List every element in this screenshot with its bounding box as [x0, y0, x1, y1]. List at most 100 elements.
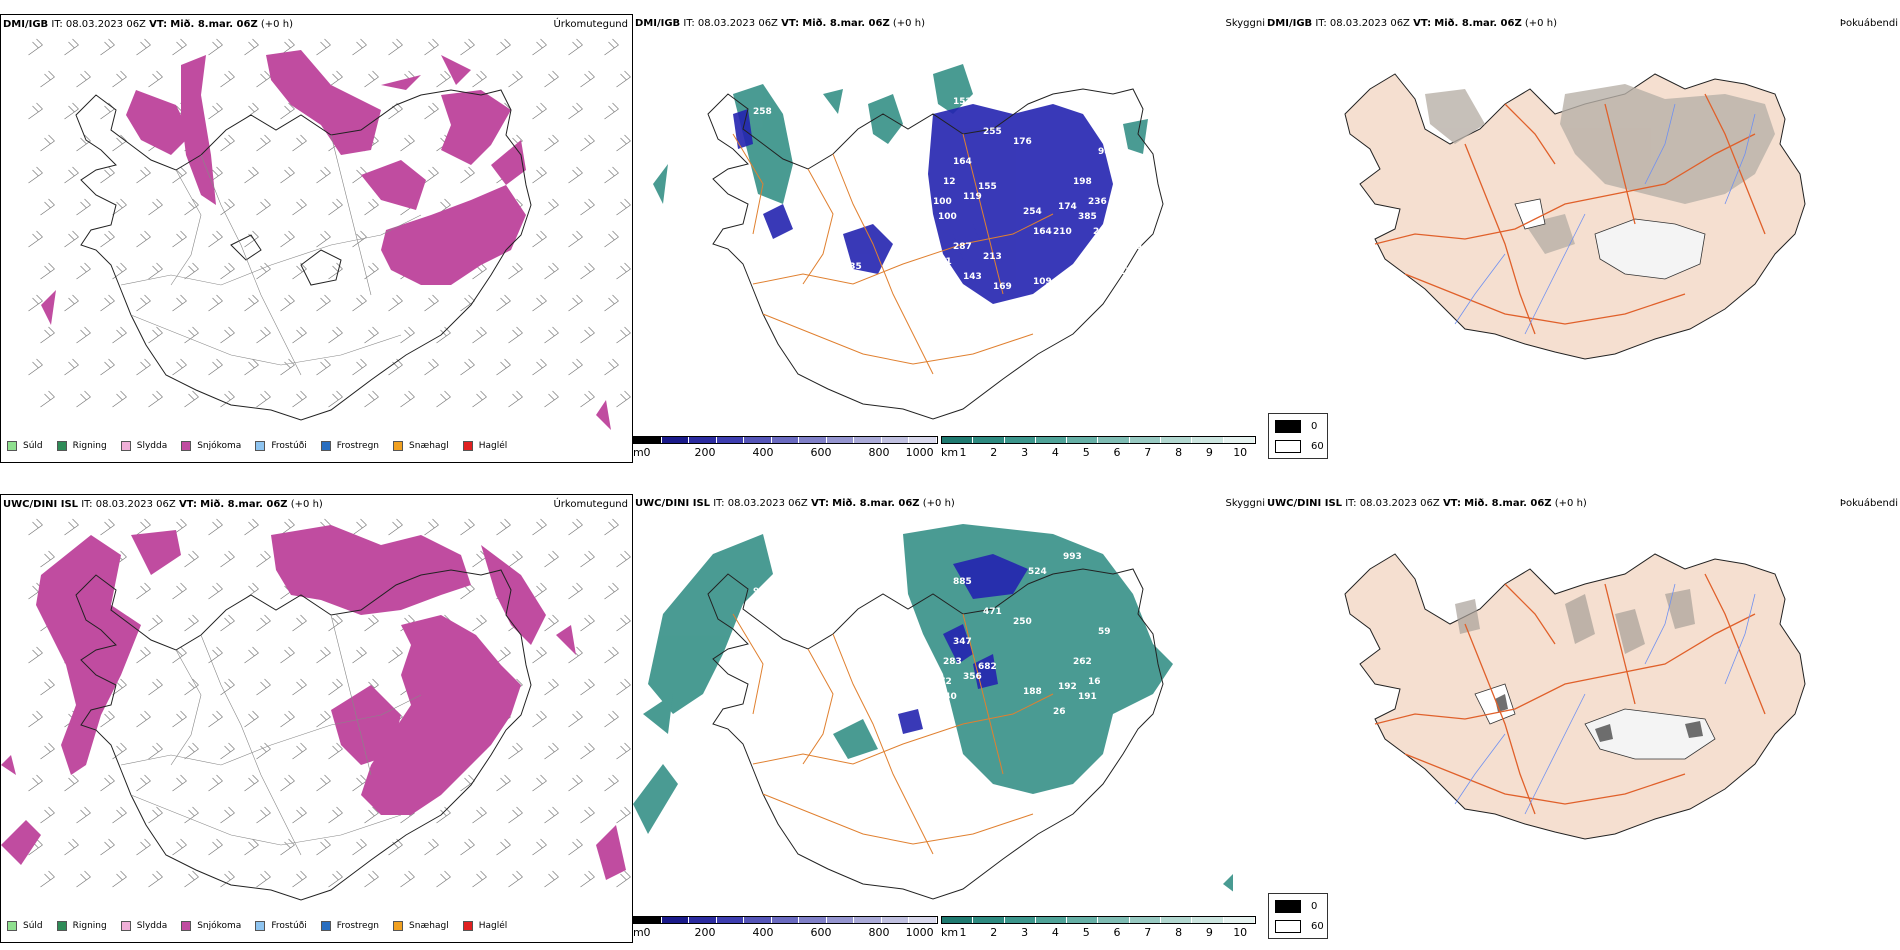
- panel-title: Skyggni: [1225, 498, 1265, 509]
- wind-barb: [508, 870, 523, 888]
- blue-visibility-areas: [898, 554, 1028, 734]
- wind-barb: [244, 838, 259, 856]
- km-tick: 3: [1021, 446, 1029, 459]
- height-colorbar-cells: [633, 436, 938, 444]
- wind-barb: [472, 70, 487, 88]
- colorbar-cell: [661, 917, 690, 923]
- wind-barb: [580, 198, 595, 216]
- wind-barb: [496, 838, 511, 856]
- roads: [120, 614, 422, 856]
- legend-label: Haglél: [478, 921, 508, 931]
- wind-barb: [148, 806, 163, 824]
- wind-barb: [136, 166, 151, 184]
- valid-time: Mið. 8.mar. 06Z: [1434, 18, 1522, 29]
- visibility-value: 250: [1013, 617, 1032, 627]
- wind-barb: [256, 262, 271, 280]
- wind-barb: [208, 294, 223, 312]
- wind-barb: [508, 550, 523, 568]
- wind-barb: [28, 38, 43, 56]
- model-name: DMI/IGB: [1267, 18, 1313, 29]
- legend-swatch: [7, 921, 17, 931]
- colorbar-cell: [1035, 917, 1068, 923]
- visibility-value: 472: [933, 677, 952, 687]
- visibility-value: 12: [768, 242, 781, 252]
- visibility-value: 380: [848, 647, 867, 657]
- km-tick: 5: [1082, 926, 1090, 939]
- wind-barb: [292, 742, 307, 760]
- wind-barb: [316, 166, 331, 184]
- wind-barb: [220, 70, 235, 88]
- km-tick: 2: [990, 446, 998, 459]
- legend-label: Súld: [23, 441, 43, 451]
- blue-visibility-areas: [733, 104, 1113, 304]
- wind-barb: [40, 70, 55, 88]
- wind-barb: [364, 870, 379, 888]
- wind-barb: [616, 134, 631, 152]
- wind-barb: [244, 358, 259, 376]
- init-label: IT:: [1315, 18, 1327, 29]
- visibility-value: 169: [993, 282, 1012, 292]
- wind-barb: [280, 166, 295, 184]
- valid-label: VT:: [149, 19, 168, 30]
- colorbar-cell: [942, 917, 974, 923]
- legend-item-haglel: Haglél: [462, 921, 508, 931]
- wind-barb: [100, 294, 115, 312]
- legend-swatch: [462, 441, 473, 451]
- precip-legend: Súld Rigning Slydda Snjókoma Frostúði Fr…: [7, 921, 521, 931]
- wind-barb: [436, 390, 451, 408]
- wind-barb: [472, 614, 487, 632]
- init-label: IT:: [51, 19, 63, 30]
- wind-barb: [532, 230, 547, 248]
- wind-barb: [280, 294, 295, 312]
- wind-barb: [64, 774, 79, 792]
- wind-barb: [244, 518, 259, 536]
- wind-barb: [292, 806, 307, 824]
- visibility-value: 369: [1123, 272, 1142, 282]
- wind-barb: [472, 806, 487, 824]
- wind-barb: [76, 70, 91, 88]
- wind-barb: [352, 38, 367, 56]
- visibility-value: 347: [953, 637, 972, 647]
- fog-map: [1344, 73, 1806, 360]
- visibility-value: 682: [978, 662, 997, 672]
- wind-barb: [292, 870, 307, 888]
- wind-barb: [472, 390, 487, 408]
- visibility-value: 471: [983, 607, 1002, 617]
- legend-label: Rigning: [72, 921, 107, 931]
- wind-barb: [112, 70, 127, 88]
- colorbar-cell: [1098, 917, 1130, 923]
- wind-barb: [112, 678, 127, 696]
- wind-barb: [64, 166, 79, 184]
- visibility-value: 92: [1063, 282, 1076, 292]
- wind-barb: [208, 518, 223, 536]
- wind-barb: [544, 262, 559, 280]
- colorbar-cell: [881, 917, 910, 923]
- wind-barb: [568, 102, 583, 120]
- colorbar-cell: [1067, 437, 1099, 443]
- wind-barb: [184, 742, 199, 760]
- colorbar-cell: [771, 437, 800, 443]
- wind-barb: [580, 870, 595, 888]
- precip-type-map: [1, 518, 631, 901]
- wind-barb: [172, 38, 187, 56]
- cloud-legend-top-label: 0: [1311, 901, 1318, 912]
- wind-barb: [604, 646, 619, 664]
- height-tick: 400: [752, 926, 774, 939]
- precip-type-panel-row2: UWC/DINI ISL IT: 08.03.2023 06Z VT: Mið.…: [0, 494, 633, 943]
- wind-barb: [604, 102, 619, 120]
- wind-barb: [208, 358, 223, 376]
- wind-barb: [508, 262, 523, 280]
- wind-barb: [388, 358, 403, 376]
- wind-barb: [568, 358, 583, 376]
- init-time: 08.03.2023 06Z: [697, 18, 778, 29]
- wind-barb: [328, 806, 343, 824]
- valid-time: Mið. 8.mar. 06Z: [802, 18, 890, 29]
- fog-map: [1344, 553, 1806, 840]
- wind-barb: [244, 230, 259, 248]
- km-tick: 7: [1144, 446, 1152, 459]
- colorbar-cell: [854, 917, 882, 923]
- wind-barb: [364, 390, 379, 408]
- model-name: DMI/IGB: [635, 18, 681, 29]
- wind-barb: [112, 742, 127, 760]
